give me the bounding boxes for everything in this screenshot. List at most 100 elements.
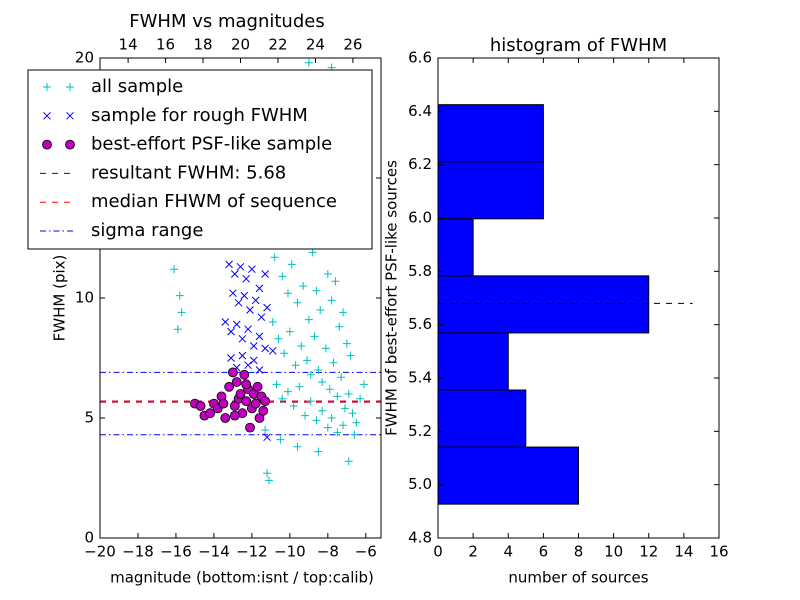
y-tick-label: 20	[75, 49, 94, 67]
point	[250, 398, 261, 409]
x-axis-label: magnitude (bottom:isnt / top:calib)	[110, 569, 374, 587]
point	[310, 332, 319, 341]
point	[272, 380, 281, 389]
x-tick-label: 12	[639, 543, 658, 561]
point	[333, 392, 342, 401]
legend-marker	[43, 83, 51, 91]
point	[244, 361, 252, 370]
point	[346, 351, 355, 360]
point	[261, 270, 270, 278]
y-tick-label: 5.0	[408, 475, 432, 493]
y-tick-label: 5.4	[408, 369, 432, 387]
legend-marker	[66, 83, 74, 91]
x2-tick-label: 16	[156, 36, 175, 54]
right-axes: 0 2 4 6 8 10 12 14 16 4.8 5.0 5.2 5.4 5.6 5.8 6.0 6.2 6.4…	[383, 35, 729, 587]
x-tick-label: 16	[709, 543, 728, 561]
point	[263, 433, 271, 442]
x-tick-label: −14	[198, 543, 230, 561]
y-tick-label: 5.8	[408, 262, 432, 280]
point	[241, 396, 252, 407]
point	[289, 402, 298, 410]
point	[285, 327, 294, 336]
point	[352, 418, 361, 427]
y-tick-label: 5	[84, 409, 94, 427]
bar	[438, 218, 474, 277]
x2-tick-label: 22	[268, 36, 287, 54]
point	[249, 342, 258, 350]
point	[308, 248, 317, 257]
point	[251, 296, 260, 305]
point	[258, 405, 269, 416]
point	[220, 413, 231, 423]
x-tick-label: 0	[433, 543, 443, 561]
point	[339, 421, 348, 430]
x2-tick-label: 26	[343, 36, 362, 54]
point	[348, 409, 357, 418]
point	[218, 398, 229, 409]
point	[278, 272, 287, 281]
point	[304, 315, 313, 324]
legend-label: median FHWM of sequence	[91, 191, 337, 212]
point	[316, 306, 325, 314]
point	[255, 284, 264, 293]
point	[329, 358, 338, 367]
point	[278, 394, 287, 403]
point	[240, 291, 249, 300]
y-tick-label: 10	[75, 289, 94, 307]
point	[314, 366, 323, 374]
point	[227, 354, 235, 362]
x-tick-label: 8	[574, 543, 584, 561]
point	[255, 332, 264, 341]
point	[280, 349, 289, 358]
point	[229, 410, 240, 421]
point	[224, 381, 235, 392]
y-tick-label: 4.8	[408, 529, 432, 547]
y-tick-label: 5.2	[408, 422, 432, 440]
left-axes: −20 −18 −16 −14 −12 −10 −8 −6 14 16 18 20 22 24 26 0 5 10…	[27, 11, 382, 587]
point	[276, 435, 285, 444]
point	[314, 447, 323, 456]
point	[340, 404, 349, 413]
point	[177, 308, 186, 317]
point	[245, 422, 255, 433]
point	[257, 313, 266, 322]
point	[325, 385, 334, 394]
point	[327, 414, 336, 422]
bar	[438, 161, 544, 220]
legend-marker	[42, 139, 52, 150]
point	[175, 291, 184, 300]
point	[238, 334, 247, 343]
point	[268, 318, 277, 326]
point	[323, 423, 332, 432]
point	[344, 457, 353, 466]
point	[283, 387, 292, 396]
legend-label: best-effort PSF-like sample	[91, 134, 332, 155]
point	[350, 430, 359, 439]
point	[321, 344, 330, 353]
point	[246, 306, 254, 314]
legend-frame	[27, 69, 373, 250]
x-tick-label: −8	[317, 543, 339, 561]
point	[333, 428, 342, 437]
y-axis-label: FWHM (pix)	[51, 255, 69, 342]
y-tick-label: 5.6	[408, 315, 432, 333]
point	[230, 270, 239, 278]
point	[228, 367, 238, 378]
point	[299, 282, 308, 290]
bar	[438, 446, 579, 505]
point	[264, 476, 273, 485]
y-axis-label: FWHM of best-effort PSF-like sources	[383, 160, 401, 436]
x-tick-label: −20	[84, 543, 116, 561]
point	[312, 286, 321, 295]
point	[283, 289, 292, 298]
x-tick-label: −6	[355, 543, 377, 561]
point	[244, 325, 252, 334]
point	[260, 396, 271, 407]
x2-tick-label: 24	[306, 36, 325, 54]
x-tick-label: 2	[468, 543, 478, 561]
point	[304, 58, 313, 67]
bar	[438, 275, 650, 334]
x-tick-label: −12	[236, 543, 268, 561]
